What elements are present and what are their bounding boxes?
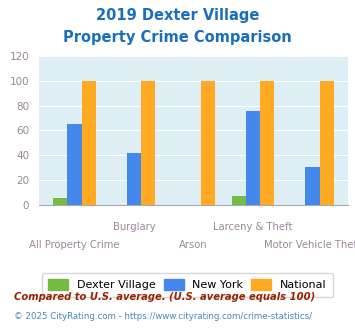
Legend: Dexter Village, New York, National: Dexter Village, New York, National xyxy=(42,273,333,297)
Text: Arson: Arson xyxy=(179,240,208,250)
Text: Burglary: Burglary xyxy=(113,222,155,232)
Bar xyxy=(320,81,334,205)
Bar xyxy=(305,168,320,205)
Bar xyxy=(231,196,246,205)
Text: Larceny & Theft: Larceny & Theft xyxy=(213,222,293,232)
Bar xyxy=(82,81,96,205)
Bar xyxy=(260,81,274,205)
Text: Property Crime Comparison: Property Crime Comparison xyxy=(63,30,292,45)
Bar xyxy=(127,152,141,205)
Text: Compared to U.S. average. (U.S. average equals 100): Compared to U.S. average. (U.S. average … xyxy=(14,292,316,302)
Text: All Property Crime: All Property Crime xyxy=(29,240,120,250)
Bar xyxy=(201,81,215,205)
Bar xyxy=(67,124,82,205)
Bar xyxy=(53,198,67,205)
Bar xyxy=(246,111,260,205)
Text: 2019 Dexter Village: 2019 Dexter Village xyxy=(96,8,259,23)
Bar xyxy=(141,81,155,205)
Text: Motor Vehicle Theft: Motor Vehicle Theft xyxy=(264,240,355,250)
Text: © 2025 CityRating.com - https://www.cityrating.com/crime-statistics/: © 2025 CityRating.com - https://www.city… xyxy=(14,312,312,321)
